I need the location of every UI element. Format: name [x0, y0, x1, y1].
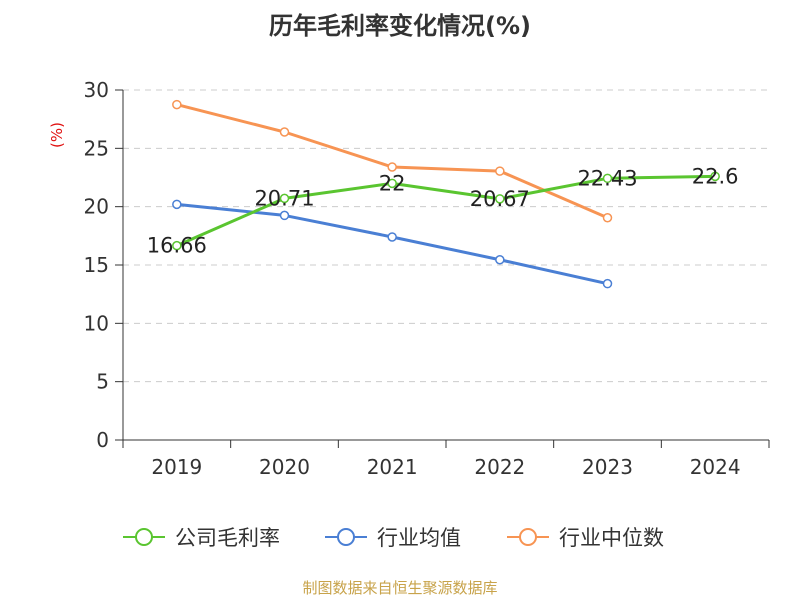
series-0-point-2024 — [710, 171, 720, 182]
legend-item-industry-average[interactable]: 行业均值 — [323, 520, 461, 554]
x-tick-label-2021: 2021 — [367, 455, 418, 479]
series-2-point-2021 — [387, 162, 397, 172]
series-1-point-2021 — [387, 232, 397, 242]
series-2-point-2023 — [602, 213, 613, 223]
x-tick-label-2020: 2020 — [259, 455, 310, 479]
series-line-2 — [176, 103, 609, 220]
x-tick-label-2024: 2024 — [690, 455, 741, 479]
legend-label-industry-median: 行业中位数 — [559, 526, 664, 550]
x-tick-label-2023: 2023 — [582, 455, 633, 479]
y-tick-label-5: 5 — [96, 370, 109, 394]
legend-label-industry-average: 行业均值 — [377, 526, 461, 550]
y-tick-label-10: 10 — [84, 311, 109, 335]
legend-item-industry-median[interactable]: 行业中位数 — [505, 520, 664, 554]
x-tick-label-2019: 2019 — [151, 455, 202, 479]
y-tick-label-30: 30 — [84, 78, 109, 102]
y-tick-label-15: 15 — [84, 253, 109, 277]
legend-marker-industry-average — [325, 528, 367, 546]
legend: 公司毛利率 行业均值 行业中位数 — [0, 520, 800, 554]
y-tick-label-20: 20 — [84, 195, 109, 219]
y-tick-label-0: 0 — [96, 428, 109, 452]
y-tick-label-25: 25 — [84, 136, 109, 160]
series-0-point-2022 — [495, 194, 505, 204]
series-1-point-2022 — [495, 255, 505, 265]
legend-marker-industry-median — [507, 528, 549, 546]
series-2-point-2020 — [279, 127, 290, 137]
series-0-point-2021 — [387, 178, 397, 189]
legend-label-company: 公司毛利率 — [175, 526, 280, 550]
data-label-2019: 16.66 — [147, 234, 207, 258]
series-0-point-2019 — [172, 240, 182, 251]
data-label-2020: 20.71 — [254, 186, 314, 210]
data-label-2024: 22.6 — [692, 164, 739, 188]
x-tick-label-2022: 2022 — [474, 455, 525, 479]
series-1-point-2020 — [279, 210, 290, 221]
data-label-2021: 22 — [379, 171, 406, 195]
series-line-0 — [176, 174, 716, 248]
series-2-point-2019 — [172, 99, 182, 110]
series-0-point-2020 — [279, 193, 290, 204]
series-1-point-2023 — [602, 278, 613, 289]
legend-item-company[interactable]: 公司毛利率 — [121, 520, 280, 554]
series-1-point-2019 — [172, 199, 182, 210]
series-0-point-2023 — [602, 173, 613, 184]
data-label-2022: 20.67 — [470, 187, 530, 211]
legend-marker-company — [123, 528, 165, 546]
chart-title: 历年毛利率变化情况(%) — [269, 12, 531, 40]
data-label-2023: 22.43 — [577, 166, 637, 190]
series-2-point-2022 — [495, 166, 505, 176]
data-source-note: 制图数据来自恒生聚源数据库 — [302, 579, 498, 597]
